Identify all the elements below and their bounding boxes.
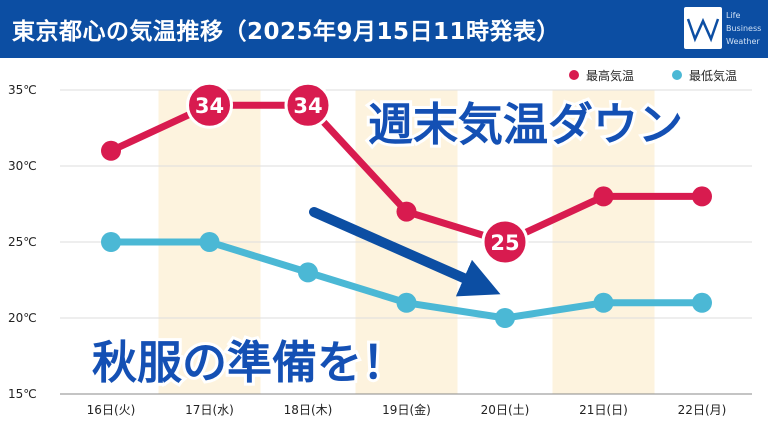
brand-logo-text: Life Business Weather: [726, 9, 761, 48]
legend-swatch-max: [569, 70, 579, 80]
x-tick-label: 17日(水): [185, 403, 234, 417]
x-tick-label: 16日(火): [87, 403, 136, 417]
y-tick-label: 35℃: [8, 83, 37, 97]
max-temp-point: [396, 201, 417, 222]
x-tick-label: 18日(木): [284, 403, 333, 417]
brand-logo-line: Life: [726, 11, 741, 20]
page-title: 東京都心の気温推移（2025年9月15日11時発表）: [12, 19, 561, 45]
max-temp-point: [692, 186, 712, 207]
y-tick-label: 30℃: [8, 159, 37, 173]
max-temp-highlight-marker: [284, 81, 332, 129]
header-bar: 東京都心の気温推移（2025年9月15日11時発表） Life Business…: [0, 0, 768, 58]
max-temp-point: [101, 140, 121, 161]
x-tick-label: 19日(金): [382, 402, 431, 417]
headline-sub: 秋服の準備を！: [92, 336, 407, 389]
x-tick-label: 22日(月): [678, 403, 727, 417]
min-temp-point: [692, 292, 712, 313]
y-tick-label: 20℃: [8, 311, 37, 325]
headline-main: 週末気温ダウン: [368, 98, 683, 151]
min-temp-point: [593, 292, 614, 313]
min-temp-point: [298, 262, 318, 283]
brand-logo-mark: [684, 7, 722, 49]
temperature-line-chart: 15℃ 20℃ 25℃ 30℃ 35℃ 16日(火) 17日(水) 18日(木) 19日(金) 2…: [8, 68, 752, 417]
max-temp-point: [593, 186, 614, 207]
max-temp-data-label: 25: [490, 231, 519, 255]
min-temp-point: [396, 292, 417, 313]
min-temp-point: [495, 308, 515, 328]
y-tick-label: 15℃: [8, 387, 37, 401]
min-temp-point: [101, 232, 121, 252]
legend-swatch-min: [672, 70, 682, 80]
legend-label-min: 最低気温: [689, 68, 737, 83]
x-tick-label: 21日(日): [579, 403, 628, 417]
y-tick-label: 25℃: [8, 235, 37, 249]
x-tick-label: 20日(土): [481, 403, 530, 417]
max-temp-data-label: 34: [293, 94, 322, 118]
legend-label-max: 最高気温: [586, 68, 634, 83]
brand-logo-line: Weather: [726, 37, 760, 46]
max-temp-highlight-marker: [481, 218, 529, 266]
brand-logo-line: Business: [726, 24, 762, 33]
max-temp-highlight-marker: [186, 81, 233, 129]
downtrend-arrow: [309, 207, 501, 297]
max-temp-data-label: 34: [195, 94, 224, 118]
brand-logo: Life Business Weather: [684, 7, 768, 51]
min-temp-point: [199, 232, 220, 252]
